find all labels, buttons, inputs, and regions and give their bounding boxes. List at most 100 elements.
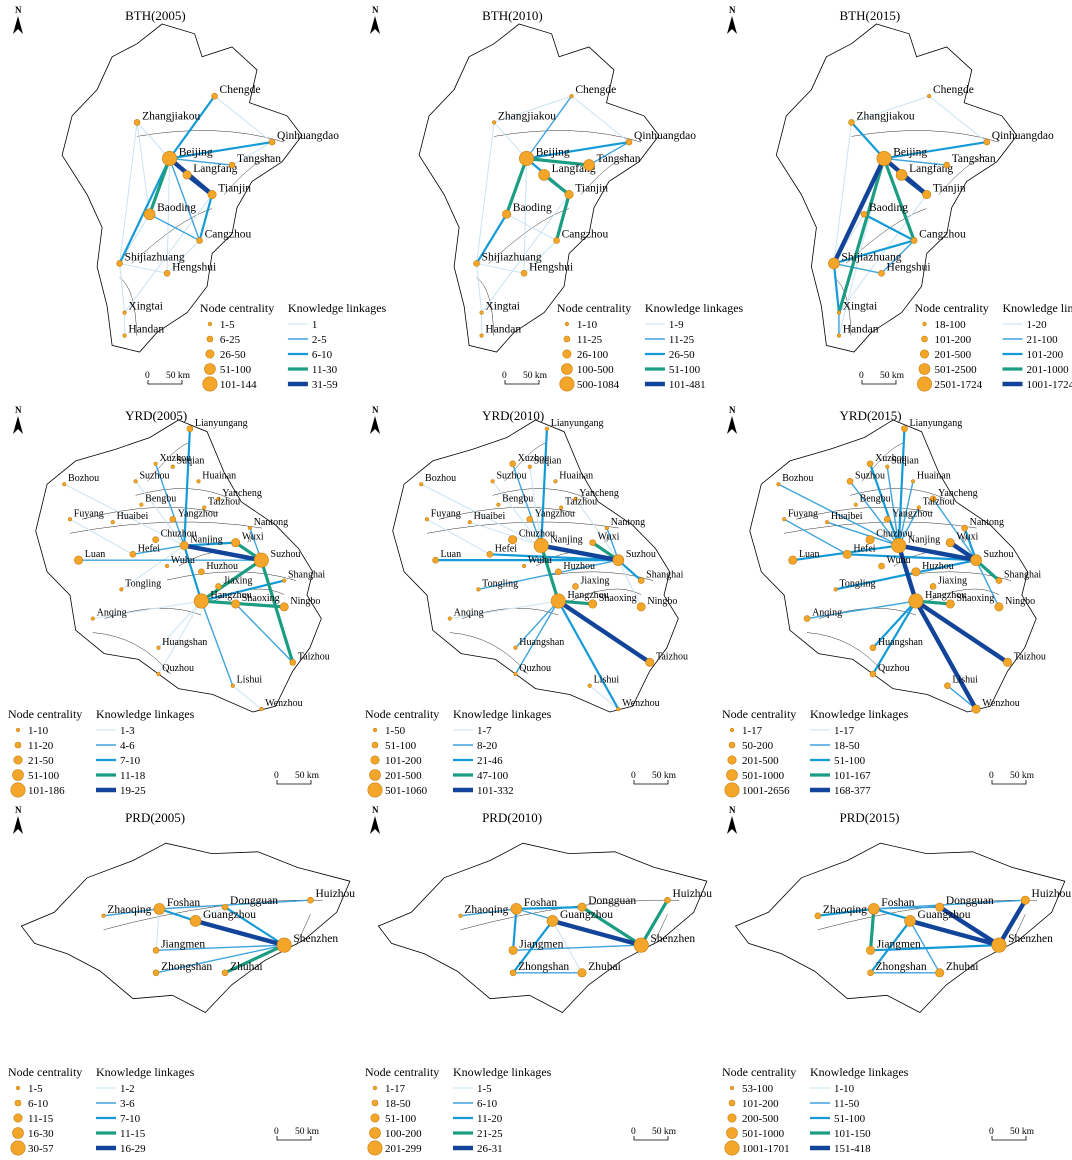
legend-link-range: 3-6 (120, 1098, 135, 1110)
linkage-line (118, 157, 171, 265)
city-label: Chengde (933, 84, 974, 96)
inner-boundaries (69, 442, 297, 675)
city-label: Cangzhou (205, 228, 252, 240)
legend-link-range: 7-10 (120, 755, 141, 767)
linkage-line (529, 466, 542, 547)
linkage-line (475, 213, 508, 265)
knowledge-linkages (777, 427, 1010, 712)
legend-node-swatch (919, 349, 929, 359)
scale-bar-line (991, 1136, 1027, 1141)
north-arrow-icon: N (13, 5, 23, 34)
city-node (636, 602, 646, 612)
linkage-line (200, 600, 234, 687)
legend-link-range: 1-3 (120, 725, 135, 737)
city-node (865, 535, 875, 545)
city-label: Huaibei (474, 511, 506, 522)
city-label: Hangzhou (211, 590, 252, 601)
linkage-line (556, 598, 652, 665)
city-nodes: Zhaoqing Foshan Dongguan Huizhou Guangzhou Ji… (458, 888, 712, 978)
legend-link-range: 11-15 (120, 1128, 146, 1140)
legend-node-header: Node centrality (365, 707, 439, 721)
city-node (538, 169, 550, 181)
legend-node-swatch (15, 727, 21, 733)
legend-link-range: 11-20 (477, 1113, 503, 1125)
north-arrow-shape (370, 816, 380, 834)
city-node (860, 210, 868, 218)
linkage-line (588, 141, 630, 166)
city-node (282, 578, 287, 583)
legend-node-range: 6-25 (220, 334, 241, 346)
city-node (550, 593, 566, 609)
city-label: Lianyungang (909, 418, 962, 429)
linkage-line (119, 262, 168, 274)
map-panel: Zhaoqing Foshan Dongguan Huizhou Guangzhou Ji… (365, 805, 712, 1156)
city-boundary (81, 507, 219, 520)
north-arrow-shape (13, 16, 23, 34)
legend-node-swatch (202, 376, 218, 392)
city-node (911, 567, 921, 577)
city-node (527, 464, 532, 469)
city-node (846, 478, 854, 485)
legend-node-swatch (12, 1127, 24, 1139)
city-node (929, 583, 937, 590)
legend-node-swatch (370, 1113, 380, 1123)
legend-node-header: Node centrality (722, 1065, 796, 1079)
city-label: Shaoxing (599, 593, 637, 604)
city-label: Lianyungang (195, 418, 248, 429)
legend-link-header: Knowledge linkages (453, 707, 552, 721)
scale-label: 50 km (1010, 1127, 1035, 1137)
city-label: Suzhou (626, 549, 656, 560)
city-node (228, 161, 236, 169)
city-node (447, 616, 452, 621)
scale-bar-line (504, 380, 540, 385)
linkage-line (148, 213, 201, 242)
city-node (788, 555, 798, 565)
city-label: Yancheng (222, 488, 262, 499)
city-boundary (167, 571, 297, 581)
city-label: Zhongshan (518, 961, 569, 973)
legend-link-range: 47-100 (477, 770, 509, 782)
linkage-line (832, 239, 916, 265)
city-node (215, 583, 222, 590)
legend-node-range: 500-1084 (577, 379, 620, 391)
city-node (289, 659, 297, 666)
city-label: Nanjing (190, 535, 222, 546)
city-label: Foshan (524, 897, 557, 909)
linkage-line (589, 685, 619, 710)
north-arrow-shape (370, 16, 380, 34)
city-label: Suzhou (855, 470, 885, 481)
legend-node-swatch (367, 1140, 383, 1156)
city-label: Luan (85, 549, 106, 560)
scale-bar-line (276, 780, 312, 785)
linkage-line (476, 121, 495, 264)
linkage-line (459, 908, 518, 917)
city-node (587, 683, 592, 688)
city-label: Huangshan (162, 637, 207, 648)
city-label: Chengde (220, 84, 261, 96)
city-boundary (103, 899, 323, 931)
linkage-line (873, 899, 1027, 910)
linkage-line (136, 121, 171, 159)
city-node (221, 903, 229, 911)
north-arrow-shape (727, 16, 737, 34)
linkage-line (816, 907, 875, 917)
legend-node-range: 51-100 (385, 1113, 417, 1125)
linkage-line (882, 156, 916, 243)
legend-node-header: Node centrality (557, 301, 631, 315)
legend-link-range: 16-29 (120, 1143, 146, 1155)
legend-node-header: Node centrality (722, 707, 796, 721)
map-title: PRD(2005) (125, 810, 185, 825)
city-label: Beijing (893, 146, 927, 158)
city-label: Quzhou (519, 663, 551, 674)
legend-link-range: 31-59 (312, 379, 338, 391)
linkage-line (515, 906, 584, 910)
legend-node-swatch (727, 755, 737, 765)
linkage-line (92, 600, 202, 620)
city-node (526, 515, 534, 523)
legend-link-range: 1-7 (477, 725, 492, 737)
linkage-line (896, 543, 919, 604)
city-label: Taizhou (298, 651, 330, 662)
city-label: Zhongshan (161, 961, 212, 973)
linkage-line (524, 156, 591, 167)
city-label: Guangzhou (918, 909, 971, 921)
